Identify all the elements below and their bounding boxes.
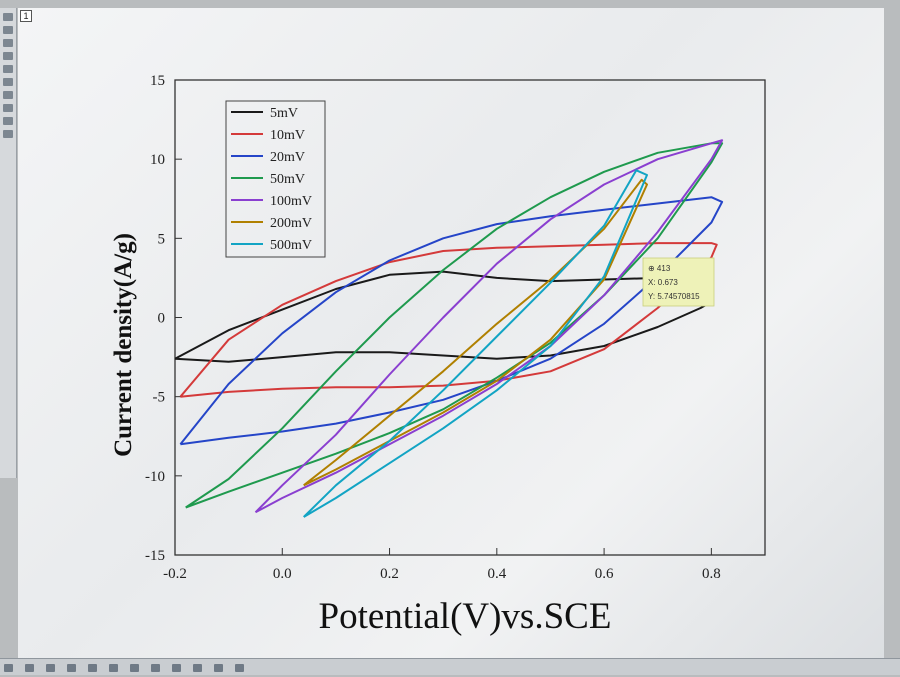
y-tick-label: 5 — [158, 231, 166, 247]
series-line-20mV — [179, 196, 724, 446]
x-tick-label: -0.2 — [163, 566, 187, 582]
tooltip-index: ⊕ 413 — [648, 264, 671, 273]
y-tick-label: -10 — [145, 469, 165, 485]
x-tick-label: 0.2 — [380, 566, 399, 582]
data-tooltip: ⊕ 413 X: 0.673 Y: 5.74570815 — [642, 257, 715, 307]
redo-icon[interactable] — [109, 664, 118, 672]
series-line-500mV — [302, 169, 648, 518]
window-index-marker: 1 — [20, 10, 32, 22]
y-tick-label: 10 — [150, 152, 165, 168]
x-tick-label: 0.0 — [273, 566, 292, 582]
y-tick-label: -5 — [153, 390, 166, 406]
tooltip-x-value: X: 0.673 — [648, 278, 678, 287]
y-tick-label: 0 — [158, 311, 166, 327]
legend-label-200mV: 200mV — [270, 216, 312, 231]
series-line-100mV — [254, 139, 724, 514]
layout-icon[interactable] — [214, 664, 223, 672]
legend-label-500mV: 500mV — [270, 238, 312, 253]
bottom-toolbar — [0, 658, 900, 675]
series-group — [174, 139, 724, 518]
worksheet-icon[interactable] — [151, 664, 160, 672]
legend-entries: 5mV 10mV 20mV 50mV 100mV 200mV 500mV — [231, 106, 312, 253]
tooltip-box — [642, 257, 715, 307]
series-line-50mV — [185, 142, 724, 509]
legend: 5mV 10mV 20mV 50mV 100mV 200mV 500mV — [225, 100, 326, 258]
series-line-10mV — [179, 242, 718, 398]
arrow-tool-icon[interactable] — [3, 65, 13, 73]
x-tick-label: 0.4 — [487, 566, 506, 582]
layer-tool-icon[interactable] — [3, 117, 13, 125]
y-axis-title: Current density(A/g) — [110, 233, 137, 457]
graph-icon[interactable] — [172, 664, 181, 672]
left-toolbar — [0, 8, 17, 478]
refresh-icon[interactable] — [235, 664, 244, 672]
undo-icon[interactable] — [88, 664, 97, 672]
x-axis-title: Potential(V)vs.SCE — [319, 596, 612, 637]
tooltip-y-value: Y: 5.74570815 — [648, 292, 700, 301]
line-tool-icon[interactable] — [3, 52, 13, 60]
matrix-icon[interactable] — [193, 664, 202, 672]
rectangle-tool-icon[interactable] — [3, 78, 13, 86]
x-tick-label: 0.8 — [702, 566, 721, 582]
open-file-icon[interactable] — [25, 664, 34, 672]
legend-box — [225, 100, 326, 258]
data-reader-tool-icon[interactable] — [3, 91, 13, 99]
legend-label-100mV: 100mV — [270, 194, 312, 209]
plot-icon[interactable] — [130, 664, 139, 672]
zoom-tool-icon[interactable] — [3, 26, 13, 34]
pointer-tool-icon[interactable] — [3, 13, 13, 21]
text-tool-icon[interactable] — [3, 39, 13, 47]
monitor-screen — [18, 8, 884, 660]
legend-label-10mV: 10mV — [270, 128, 305, 143]
legend-label-20mV: 20mV — [270, 150, 305, 165]
scale-tool-icon[interactable] — [3, 130, 13, 138]
save-file-icon[interactable] — [46, 664, 55, 672]
new-file-icon[interactable] — [4, 664, 13, 672]
series-line-200mV — [303, 178, 648, 487]
print-icon[interactable] — [67, 664, 76, 672]
legend-label-50mV: 50mV — [270, 172, 305, 187]
x-tick-label: 0.6 — [595, 566, 614, 582]
legend-label-5mV: 5mV — [270, 106, 298, 121]
y-tick-label: 15 — [150, 73, 165, 89]
y-tick-label: -15 — [145, 548, 165, 564]
color-tool-icon[interactable] — [3, 104, 13, 112]
axis-ticks: -0.2 0.0 0.2 0.4 0.6 0.8 15 10 5 0 -5 -10 -15 — [145, 73, 721, 582]
